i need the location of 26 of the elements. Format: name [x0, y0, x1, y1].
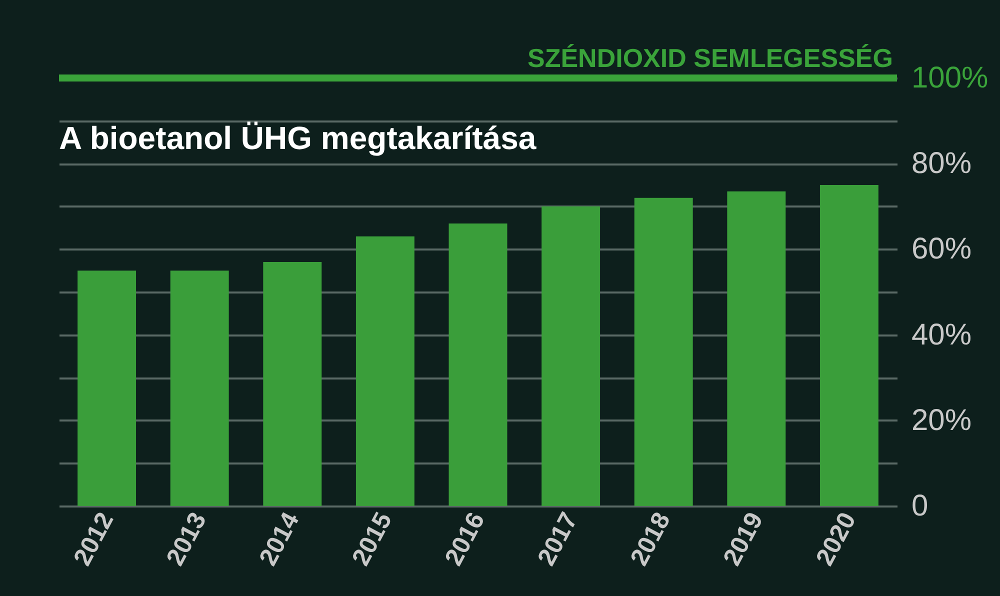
y-tick-label: 100%	[912, 62, 988, 94]
y-tick-label: 80%	[912, 147, 972, 180]
x-tick-label: 2012	[68, 508, 120, 570]
bar	[542, 206, 600, 506]
bar	[448, 224, 508, 506]
x-tick-label: 2020	[810, 508, 862, 570]
x-tick-label: 2018	[625, 508, 676, 570]
bar	[263, 262, 322, 506]
bar	[634, 198, 693, 506]
bar	[356, 236, 414, 506]
x-tick-label: 2019	[718, 508, 769, 570]
y-tick-label: 60%	[912, 232, 972, 266]
x-tick-label: 2017	[532, 508, 584, 570]
bar	[78, 270, 136, 506]
x-tick-label: 2014	[254, 508, 305, 570]
ref-line-label: SZÉNDIOXID SEMLEGESSÉG	[527, 43, 893, 73]
x-tick-label: 2013	[161, 508, 212, 570]
bar	[170, 270, 229, 506]
x-tick-label: 2015	[346, 508, 398, 570]
y-tick-label: 40%	[912, 318, 972, 352]
x-tick-label: 2016	[440, 508, 490, 570]
bar	[727, 191, 786, 506]
y-tick-label: 0	[912, 490, 928, 522]
bar	[820, 185, 878, 506]
y-tick-label: 20%	[912, 404, 972, 437]
text: A bioetanol ÜHG megtakarítása	[59, 120, 536, 156]
